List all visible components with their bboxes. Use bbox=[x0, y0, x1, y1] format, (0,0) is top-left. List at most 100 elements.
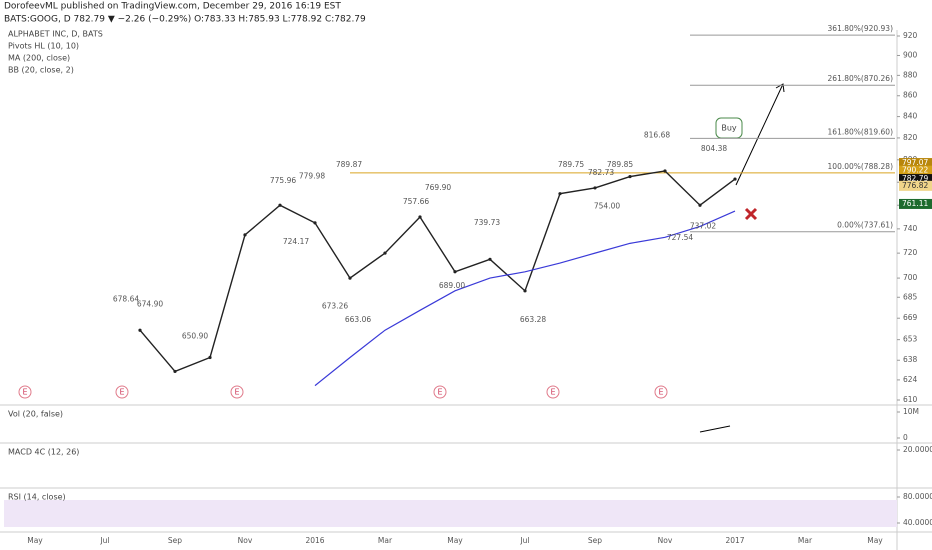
pivot-label: 674.90 bbox=[137, 299, 163, 308]
x-tick-label: May bbox=[447, 536, 463, 545]
pivot-label: 689.00 bbox=[439, 281, 465, 290]
x-tick-label: Sep bbox=[588, 536, 602, 545]
y-tick-label: 653 bbox=[903, 335, 918, 344]
study-label: MA (200, close) bbox=[8, 54, 70, 63]
indicator-tick-label: 10M bbox=[903, 407, 919, 416]
earnings-marker bbox=[18, 385, 32, 399]
earnings-marker bbox=[115, 385, 129, 399]
arrow bbox=[735, 83, 785, 186]
ma-line bbox=[314, 210, 736, 387]
y-tick-label: 920 bbox=[903, 31, 918, 40]
pivot-label: 789.87 bbox=[336, 160, 362, 169]
x-tick-label: Jul bbox=[99, 536, 109, 545]
publisher: DorofeevML published on TradingView.com,… bbox=[4, 2, 341, 12]
earnings-label: E bbox=[22, 388, 27, 397]
indicator-tick-label: 40.0000 bbox=[903, 518, 932, 527]
price-point bbox=[138, 328, 142, 332]
y-tick-label: 685 bbox=[903, 292, 918, 301]
earnings-label: E bbox=[119, 388, 124, 397]
fib-label: 161.80%(819.60) bbox=[828, 127, 894, 136]
pivot-label: 782.73 bbox=[588, 168, 614, 177]
x-tick-label: 2016 bbox=[305, 536, 324, 545]
price-tag-label: 797.07 bbox=[902, 158, 928, 167]
indicator-label: RSI (14, close) bbox=[8, 493, 66, 502]
price-tag bbox=[899, 174, 932, 185]
earnings-marker bbox=[546, 385, 560, 399]
rsi-band bbox=[4, 500, 897, 527]
price-tag bbox=[899, 198, 932, 209]
x-tick-label: May bbox=[867, 536, 883, 545]
pivot-label: 663.06 bbox=[345, 315, 371, 324]
buy-label: Buy bbox=[721, 124, 737, 133]
earnings-label: E bbox=[234, 388, 239, 397]
price-point bbox=[453, 270, 457, 274]
price-tag bbox=[899, 158, 932, 169]
earnings-marker bbox=[230, 385, 244, 399]
pivot-label: 769.90 bbox=[425, 183, 451, 192]
price-point bbox=[698, 203, 702, 207]
price-point bbox=[593, 186, 597, 190]
price-point bbox=[523, 289, 527, 293]
pivot-label: 789.85 bbox=[607, 160, 633, 169]
indicator-tick-label: 0 bbox=[903, 433, 908, 442]
price-tag-label: 782.79 bbox=[902, 174, 928, 183]
y-tick-label: 820 bbox=[903, 133, 918, 142]
price-tag bbox=[899, 165, 932, 176]
earnings-marker bbox=[654, 385, 668, 399]
price-point bbox=[208, 355, 212, 360]
y-tick-label: 610 bbox=[903, 395, 918, 404]
study-label: Pivots HL (10, 10) bbox=[8, 42, 79, 51]
y-tick-label: 720 bbox=[903, 248, 918, 257]
pivot-label: 775.96 bbox=[270, 176, 296, 185]
pivot-label: 678.64 bbox=[113, 295, 139, 304]
y-tick-label: 638 bbox=[903, 355, 918, 364]
x-tick-label: Nov bbox=[238, 536, 253, 545]
pivot-label: 727.54 bbox=[667, 233, 693, 242]
fib-label: 261.80%(870.26) bbox=[828, 74, 894, 83]
pivot-label: 754.00 bbox=[594, 201, 620, 210]
price-tag-label: 776.82 bbox=[902, 181, 928, 190]
price-tag-label: 761.11 bbox=[902, 199, 928, 208]
price-point bbox=[628, 174, 632, 179]
x-tick-label: Jul bbox=[519, 536, 529, 545]
price-point bbox=[243, 233, 247, 237]
y-tick-label: 840 bbox=[903, 112, 918, 121]
x-tick-label: Sep bbox=[168, 536, 182, 545]
price-point bbox=[418, 215, 422, 219]
price-point bbox=[278, 203, 282, 207]
price-point bbox=[488, 257, 492, 261]
indicator-label: Vol (20, false) bbox=[8, 410, 63, 419]
price-point bbox=[733, 177, 737, 181]
cross-mark bbox=[744, 207, 758, 221]
indicator-tick-label: 80.0000 bbox=[903, 492, 932, 501]
y-tick-label: 740 bbox=[903, 224, 918, 233]
x-tick-label: 2017 bbox=[725, 536, 744, 545]
x-tick-label: May bbox=[27, 536, 43, 545]
chart-title: ALPHABET INC, D, BATS bbox=[8, 30, 103, 39]
quote: BATS:GOOG, D 782.79 ▼ −2.26 (−0.29%) O:7… bbox=[4, 15, 366, 25]
price-point bbox=[173, 369, 177, 374]
y-tick-label: 700 bbox=[903, 273, 918, 282]
y-tick-label: 900 bbox=[903, 50, 918, 59]
price-tag-label: 790.22 bbox=[902, 166, 928, 175]
pivot-label: 757.66 bbox=[403, 197, 429, 206]
fib-label: 361.80%(920.93) bbox=[828, 24, 894, 33]
pivot-label: 663.28 bbox=[520, 315, 546, 324]
earnings-label: E bbox=[437, 388, 442, 397]
pivot-label: 650.90 bbox=[182, 332, 208, 341]
y-tick-label: 880 bbox=[903, 70, 918, 79]
earnings-label: E bbox=[658, 388, 663, 397]
pivot-label: 804.38 bbox=[701, 144, 727, 153]
earnings-label: E bbox=[550, 388, 555, 397]
y-tick-label: 624 bbox=[903, 375, 918, 384]
indicator-tick-label: 20.0000 bbox=[903, 445, 932, 454]
pivot-label: 816.68 bbox=[644, 131, 670, 140]
fib-label: 100.00%(788.28) bbox=[828, 162, 894, 171]
fib-label: 0.00%(737.61) bbox=[837, 221, 893, 230]
pivot-label: 739.73 bbox=[474, 218, 500, 227]
price-point bbox=[313, 221, 317, 225]
price-point bbox=[348, 276, 352, 280]
y-tick-label: 669 bbox=[903, 313, 918, 322]
